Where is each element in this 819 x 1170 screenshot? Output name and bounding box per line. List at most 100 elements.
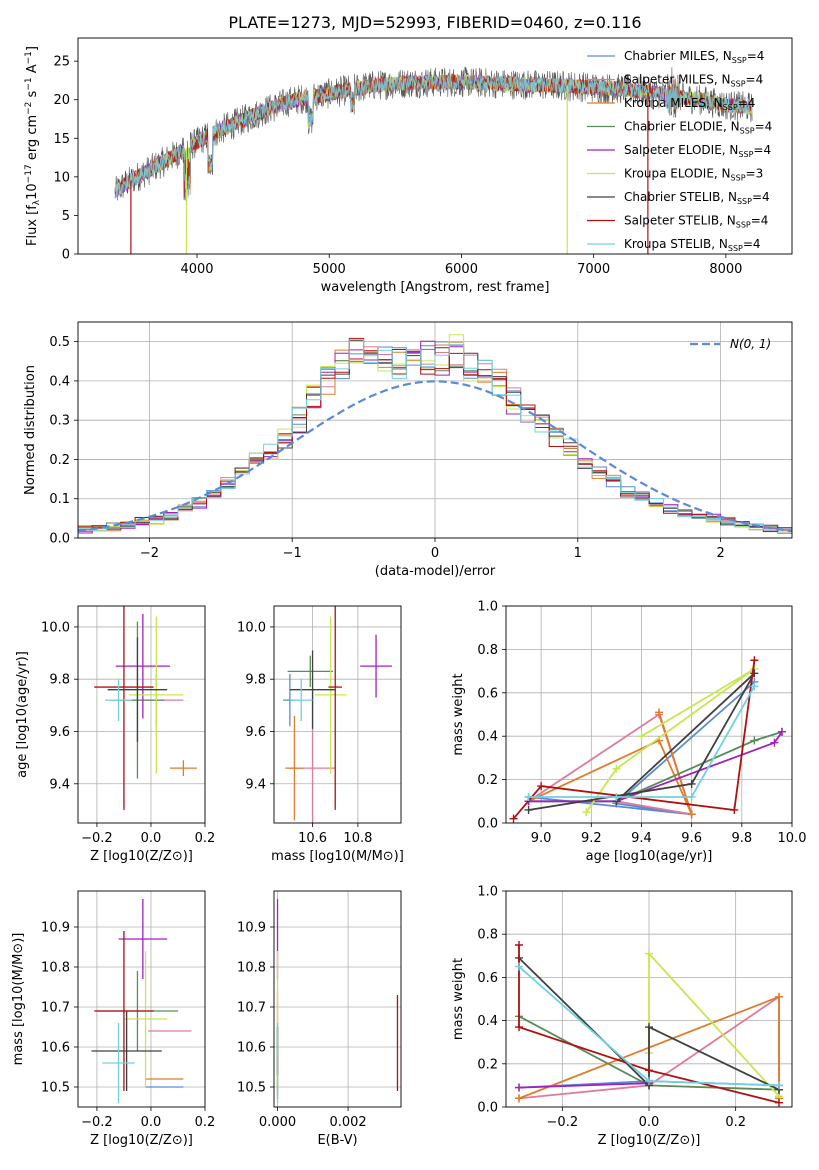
y-tick-label: 9.6 (49, 725, 70, 740)
y-tick-label: 0.1 (49, 492, 70, 507)
x-tick-label: 2 (716, 546, 724, 561)
legend-nssp: =4 (738, 96, 756, 110)
weight-marker (777, 727, 786, 736)
grid-mass-vs-EBV (274, 891, 401, 1107)
y-tick-label: 5 (62, 209, 70, 224)
weight-marker (775, 1098, 783, 1107)
weight-line (528, 685, 756, 798)
x-tick-label: 9.8 (731, 831, 752, 846)
y-tick-label: 0.2 (49, 453, 70, 468)
legend-subscript: SSP (740, 127, 755, 136)
y-axis-label: mass [log10(M/M⊙)] (11, 933, 26, 1066)
figure-title: PLATE=1273, MJD=52993, FIBERID=0460, z=0… (228, 13, 641, 32)
y-tick-label: 25 (53, 55, 70, 70)
gaussian-curve (78, 380, 792, 533)
x-tick-label: 9.2 (581, 831, 602, 846)
legend-model-name: Kroupa ELODIE, N (624, 167, 731, 181)
legend-subscript: SSP (731, 80, 746, 89)
plot-area-mass-vs-EBV (274, 891, 401, 1107)
axes-frame (77, 890, 206, 1108)
y-axis-label: mass weight (451, 673, 466, 755)
x-axis-label: wavelength [Angstrom, rest frame] (321, 280, 550, 295)
y-tick-label: 9.4 (245, 777, 266, 792)
x-tick-label: −2 (140, 546, 159, 561)
y-label-part: s (25, 90, 40, 101)
axes-frame (505, 605, 793, 824)
weight-marker (687, 779, 696, 788)
axes-frame (77, 605, 206, 824)
legend-model-name: Salpeter MILES, N (624, 73, 731, 87)
weight-marker (537, 782, 546, 791)
x-tick-label: 10.6 (298, 831, 327, 846)
y-tick-label: 1.0 (477, 885, 498, 900)
y-tick-label: 0.2 (477, 773, 498, 788)
x-axis-label: E(B-V) (317, 1133, 357, 1148)
weight-marker (637, 732, 646, 741)
plot-area-residuals (78, 322, 792, 538)
legend-label: Salpeter STELIB, NSSP=4 (624, 214, 768, 230)
weight-marker (612, 764, 621, 773)
x-tick-label: −0.2 (81, 1115, 113, 1130)
y-axis-label: Flux [fλ​10−17​ erg cm−2​ s−1​ A−1​] (24, 46, 42, 246)
y-axis-label: Normed distribution (23, 365, 38, 495)
legend-nssp: =3 (746, 167, 764, 181)
x-tick-label: 6000 (445, 262, 478, 277)
y-label-part: erg cm (25, 115, 40, 164)
x-tick-label: 5000 (313, 262, 346, 277)
legend-subscript: SSP (731, 174, 746, 183)
weight-marker (515, 962, 523, 971)
y-label-part: λ (32, 199, 42, 205)
weight-marker (750, 669, 759, 678)
y-tick-label: 0.6 (477, 686, 498, 701)
weight-marker (775, 992, 783, 1001)
axes-frame (273, 605, 402, 824)
y-tick-label: 0.4 (49, 374, 70, 389)
plot-area-mass-vs-Z (78, 891, 205, 1107)
weight-line (528, 681, 755, 816)
panel-mass-vs-Z: −0.2 0.0 0.2 10.5 10.6 10.7 10.8 10.9 Z [log10(Z… (11, 890, 216, 1148)
panel-age-vs-Z: −0.2 0.0 0.2 9.4 9.6 9.8 10.0 Z [log10(Z/Z⊙)] ag… (15, 605, 215, 864)
legend-model-name: Chabrier ELODIE, N (624, 120, 740, 134)
y-tick-label: 0.0 (477, 1101, 498, 1116)
y-label-part: −2 (24, 102, 34, 115)
y-label-part: −1 (24, 77, 34, 90)
weight-marker (524, 805, 533, 814)
panel-weight-vs-age: 9.0 9.2 9.4 9.6 9.8 10.0 0.0 0.2 0.4 0.6 0.8 1.0 age… (451, 600, 806, 865)
axes-frame (273, 890, 402, 1108)
y-label-part: Flux [f (25, 205, 40, 246)
weight-line (585, 668, 755, 813)
axes-frame (77, 37, 793, 255)
y-label-part: A (25, 64, 40, 77)
y-tick-label: 0.0 (49, 532, 70, 547)
axes-frame (505, 890, 793, 1108)
y-tick-label: 10 (53, 170, 70, 185)
y-tick-label: 1.0 (477, 600, 498, 615)
panel-mass-vs-EBV: 0.000 0.002 10.5 10.6 10.7 10.8 10.9 E(B-V) (237, 890, 402, 1148)
x-axis-label: Z [log10(Z/Z⊙)] (90, 849, 193, 864)
y-label-part: ] (25, 46, 40, 51)
y-tick-label: 0.8 (477, 643, 498, 658)
weight-line (518, 945, 780, 1104)
panel-weight-vs-Z: −0.2 0.0 0.2 0.0 0.2 0.4 0.6 0.8 1.0 Z [log10(Z/Z… (451, 885, 793, 1148)
weight-line (512, 660, 756, 820)
x-tick-label: 0.0 (141, 831, 162, 846)
panel-spectrum: 4000 5000 6000 7000 8000 0 5 10 15 20 25 wavelength… (24, 37, 793, 295)
y-tick-label: 10.0 (237, 620, 266, 635)
x-tick-label: 0.2 (195, 1115, 216, 1130)
y-tick-label: 10.5 (237, 1081, 266, 1096)
y-tick-label: 10.8 (41, 961, 70, 976)
legend-label: Salpeter ELODIE, NSSP=4 (624, 143, 771, 159)
y-tick-label: 10.9 (41, 921, 70, 936)
x-tick-label: 9.6 (681, 831, 702, 846)
legend-model-name: Chabrier STELIB, N (624, 190, 737, 204)
legend-subscript: SSP (728, 244, 743, 253)
weight-marker (750, 736, 759, 745)
x-tick-label: −1 (283, 546, 302, 561)
legend-label: Chabrier STELIB, NSSP=4 (624, 190, 770, 206)
y-tick-label: 0.4 (477, 1014, 498, 1029)
legend-nssp: =4 (746, 73, 764, 87)
x-tick-label: 9.0 (531, 831, 552, 846)
x-axis-label: mass [log10(M/M⊙)] (271, 849, 404, 864)
x-tick-label: 0.2 (725, 1115, 746, 1130)
weight-marker (770, 738, 779, 747)
